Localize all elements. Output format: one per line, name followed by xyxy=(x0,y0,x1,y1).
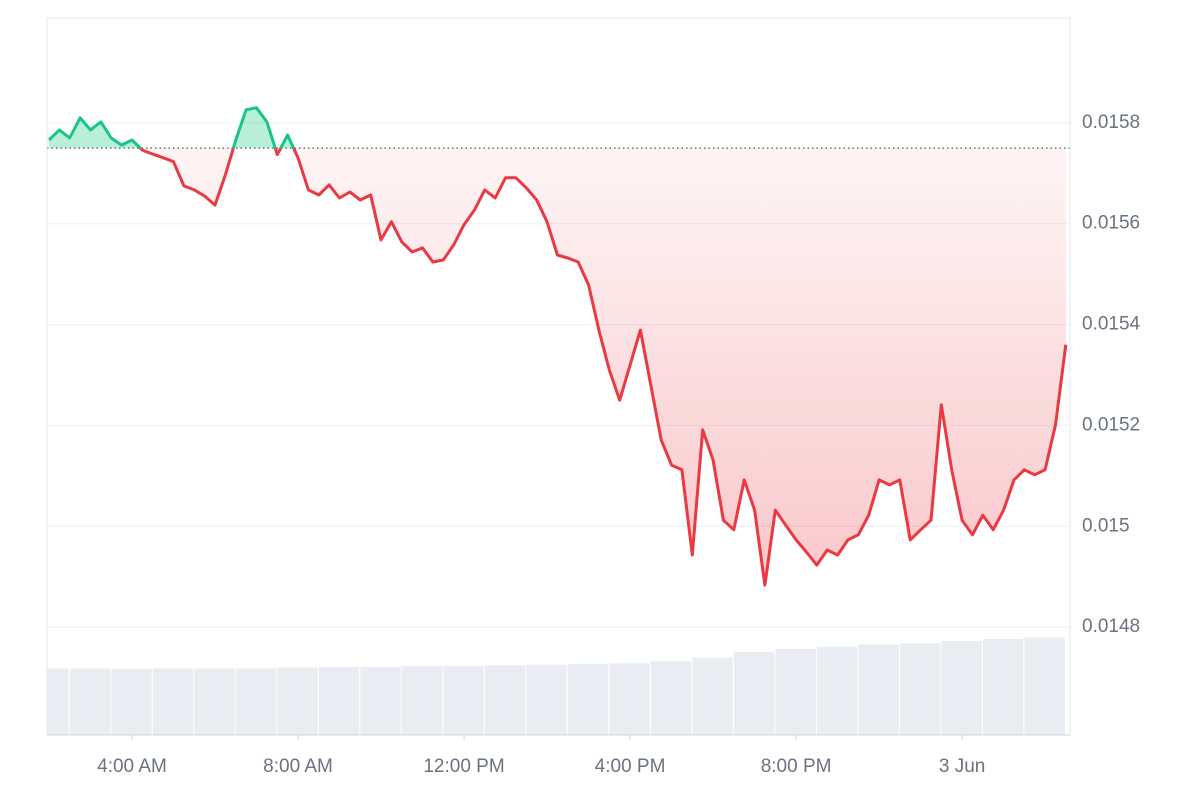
x-tick-label: 8:00 AM xyxy=(263,756,333,777)
volume-bar xyxy=(775,648,816,735)
area-down xyxy=(49,148,1066,586)
y-tick-label: 0.0152 xyxy=(1082,414,1140,435)
y-tick-label: 0.0154 xyxy=(1082,314,1141,335)
volume-bar xyxy=(277,667,318,735)
volume-bar xyxy=(443,666,484,735)
volume-bar xyxy=(733,651,775,735)
y-tick-label: 0.0158 xyxy=(1082,112,1140,133)
volume-bar xyxy=(152,668,194,735)
volume-bar xyxy=(401,666,443,735)
price-line-down xyxy=(138,148,1068,587)
volume-bar xyxy=(235,668,277,735)
y-tick-label: 0.0156 xyxy=(1082,213,1140,234)
volume-bar xyxy=(941,641,982,735)
x-tick-label: 4:00 PM xyxy=(595,756,666,777)
volume-bar xyxy=(650,661,692,735)
volume-bar xyxy=(899,643,941,735)
volume-bar xyxy=(816,646,858,735)
volume-bar xyxy=(567,664,609,735)
x-tick-label: 12:00 PM xyxy=(423,756,504,777)
volume-bar xyxy=(692,657,733,735)
volume-bar xyxy=(111,669,152,735)
y-tick-label: 0.015 xyxy=(1082,515,1130,536)
x-tick-label: 4:00 AM xyxy=(97,756,167,777)
volume-bar xyxy=(526,664,567,735)
volume-bar xyxy=(858,644,899,735)
volume-bar xyxy=(609,663,650,735)
x-tick-label: 8:00 PM xyxy=(761,756,832,777)
volume-bar xyxy=(69,668,111,735)
volume-bar xyxy=(982,638,1024,735)
volume-bar xyxy=(1024,637,1065,735)
volume-bar xyxy=(360,666,401,735)
x-tick-label: 3 Jun xyxy=(939,756,985,777)
volume-bar xyxy=(318,666,360,735)
volume-bar xyxy=(484,665,526,735)
volume-bar xyxy=(194,668,235,735)
y-tick-label: 0.0148 xyxy=(1082,616,1140,637)
volume-bar xyxy=(47,668,69,735)
